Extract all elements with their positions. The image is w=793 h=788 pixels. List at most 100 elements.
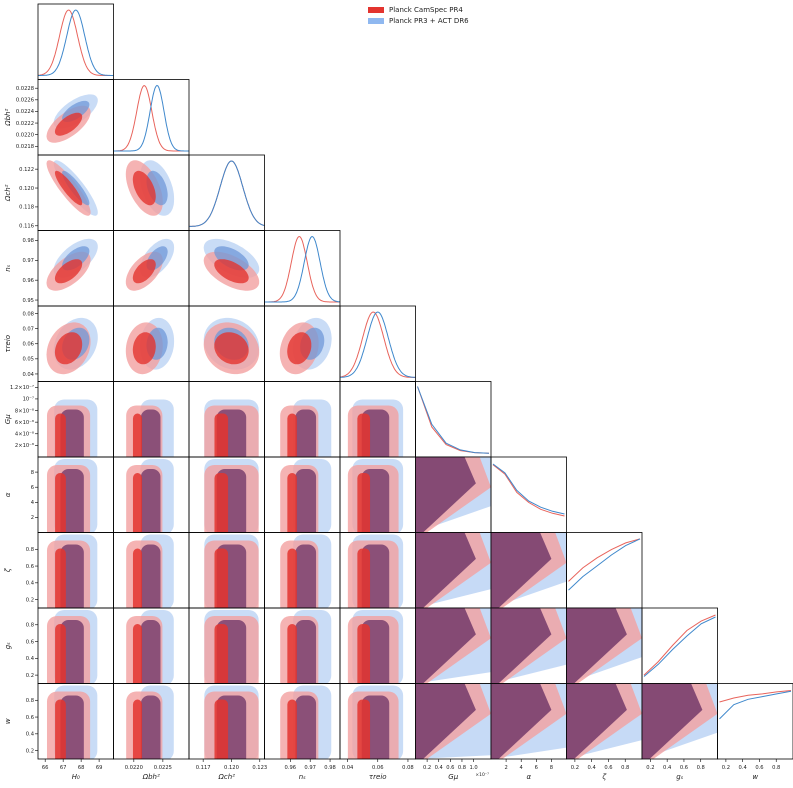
- x-tick-label-g: 0.8: [697, 765, 705, 771]
- x-tick-label-g: 0.6: [680, 765, 688, 771]
- y-axis-label-g: Gμ: [4, 414, 12, 424]
- panel-frame: [113, 79, 190, 156]
- posterior-red-w: [719, 690, 792, 703]
- contour-red-68-reio-g: [357, 624, 371, 684]
- y-tick-label-g: 2×10⁻⁸: [15, 443, 34, 449]
- y-tick-label-bh: 0.0220: [16, 132, 34, 138]
- contour-red-68-n-g: [287, 624, 297, 684]
- x-tick-label-bh: 0.0225: [154, 765, 172, 771]
- y-tick-label-n: 0.95: [22, 298, 34, 304]
- panel-bh-ch: [125, 160, 175, 216]
- x-tick-label-ch: 0.123: [252, 765, 267, 771]
- x-tick-label-reio: 0.08: [402, 765, 414, 771]
- contour-overlap-n-p: [295, 469, 317, 533]
- panel-reio-reio: [340, 311, 416, 378]
- panel-bh-p: [126, 459, 174, 533]
- panel-h-p: [46, 534, 98, 608]
- x-axis-label-reio: τreio: [369, 773, 387, 781]
- contour-red-68-n-p: [287, 473, 297, 533]
- contour-overlap-n-w: [295, 695, 317, 759]
- contour-red-68-h-bh: [54, 112, 83, 136]
- contour-red-68-ch-p: [214, 548, 229, 608]
- panel-bh-g: [126, 610, 174, 684]
- contour-red-68-bh-g: [132, 413, 143, 457]
- x-tick-label-p: 6: [535, 765, 538, 771]
- posterior-blue-g: [643, 616, 716, 677]
- y-axis-label-p: α: [4, 492, 12, 497]
- y-tick-label-p: 0.6: [26, 564, 34, 570]
- x-axis-label-p: ζ: [601, 773, 607, 781]
- y-tick-label-n: 0.96: [22, 278, 34, 284]
- panel-h-bh: [46, 94, 98, 143]
- contour-overlap-bh-g: [140, 409, 161, 457]
- x-tick-label-g: 0.4: [663, 765, 672, 771]
- contour-blue-68-h-ch: [62, 170, 90, 206]
- y-tick-label-p: 2: [31, 515, 34, 521]
- contour-overlap-n-g: [295, 620, 317, 684]
- panel-n-p: [280, 459, 332, 533]
- y-tick-label-w: 0.4: [26, 732, 35, 738]
- panel-h-h: [38, 9, 114, 76]
- posterior-blue-bh: [113, 84, 189, 152]
- x-tick-label-p: 0.4: [588, 765, 597, 771]
- contour-overlap-g-p: [415, 532, 476, 608]
- y-tick-label-g: 1.2×10⁻⁷: [10, 385, 34, 391]
- panel-bh-p: [126, 534, 174, 608]
- panel-bh-n: [125, 238, 175, 291]
- x-tick-label-w: 0.2: [722, 765, 730, 771]
- posterior-red-g: [643, 614, 716, 676]
- panel-p-p: [568, 538, 641, 591]
- y-tick-label-n: 0.97: [22, 258, 34, 264]
- contour-red-68-bh-w: [132, 699, 143, 759]
- contour-overlap-g-p: [415, 457, 476, 533]
- panel-ch-p: [204, 459, 259, 533]
- contour-red-68-n-p: [287, 548, 297, 608]
- y-tick-label-reio: 0.08: [22, 311, 34, 317]
- panel-bh-bh: [113, 84, 189, 152]
- y-axis-label-n: nₛ: [4, 264, 12, 271]
- y-axis-label-g: gₛ: [4, 642, 12, 649]
- y-tick-label-g: 8×10⁻⁸: [15, 408, 34, 414]
- y-tick-label-g: 6×10⁻⁸: [15, 420, 34, 426]
- panel-g-g: [417, 386, 490, 454]
- x-tick-label-bh: 0.0220: [125, 765, 143, 771]
- panel-ch-g: [204, 610, 259, 684]
- panel-h-g: [46, 399, 98, 457]
- x-tick-label-w: 0.4: [739, 765, 748, 771]
- y-tick-label-bh: 0.0224: [16, 109, 35, 115]
- y-tick-label-ch: 0.120: [19, 186, 34, 192]
- contour-red-68-h-n: [54, 259, 83, 284]
- contour-red-68-h-g: [55, 624, 66, 684]
- contour-red-68-h-p: [55, 548, 66, 608]
- x-tick-label-p: 0.8: [621, 765, 629, 771]
- x-axis-label-g: Gμ: [448, 773, 458, 781]
- y-axis-label-p: ζ: [4, 567, 12, 573]
- y-axis-label-bh: Ωbh²: [4, 109, 12, 127]
- x-tick-label-p: 2: [504, 765, 507, 771]
- panel-bh-reio: [125, 317, 175, 375]
- panel-n-reio: [279, 317, 332, 375]
- panel-g-w: [642, 683, 718, 759]
- x-axis-label-w: w: [752, 773, 758, 781]
- y-tick-label-g: 4×10⁻⁸: [15, 432, 34, 438]
- contour-red-68-n-reio: [287, 332, 312, 365]
- y-tick-label-p: 6: [31, 485, 34, 491]
- contour-red-68-ch-w: [214, 699, 229, 759]
- x-axis-label-n: nₛ: [299, 773, 306, 781]
- panel-bh-g: [126, 399, 174, 457]
- contour-overlap-h-g: [60, 620, 84, 684]
- panel-g-p: [415, 532, 491, 608]
- contour-overlap-g-w: [642, 683, 703, 759]
- panel-ch-reio: [203, 317, 260, 375]
- contour-overlap-p-w: [566, 683, 627, 759]
- contour-overlap-p-w: [491, 683, 552, 759]
- y-tick-label-ch: 0.122: [19, 167, 34, 173]
- legend-swatch-red: [368, 6, 384, 13]
- panel-g-p: [415, 457, 491, 533]
- x-tick-label-h: 69: [96, 765, 103, 771]
- y-tick-label-w: 0.8: [26, 698, 34, 704]
- contour-overlap-bh-g: [140, 620, 161, 684]
- y-tick-label-g: 0.6: [26, 639, 34, 645]
- x-axis-label-g: gₛ: [676, 773, 683, 781]
